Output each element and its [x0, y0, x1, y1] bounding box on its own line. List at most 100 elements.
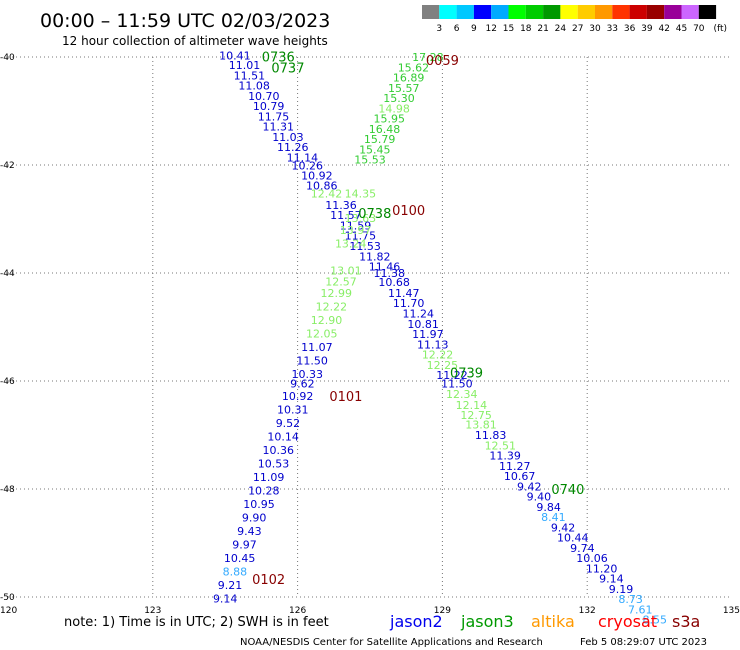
wave-height-value: 11.36: [325, 199, 357, 212]
wave-height-value: 10.92: [282, 390, 314, 403]
wave-height-value: 9.40: [527, 491, 552, 504]
wave-height-value: 11.47: [388, 287, 420, 300]
x-tick-label: 123: [144, 606, 161, 616]
scale-swatch: [525, 5, 544, 19]
scale-swatch: [577, 5, 595, 19]
wave-height-value: 10.33: [292, 368, 324, 381]
wave-height-value: 13.63: [345, 212, 377, 225]
wave-height-value: 9.52: [276, 417, 301, 430]
wave-height-value: 9.43: [237, 525, 262, 538]
wave-height-value: 10.45: [224, 552, 256, 565]
wave-height-value: 15.30: [383, 92, 415, 105]
wave-height-value: 8.88: [223, 566, 248, 579]
wave-height-value: 9.90: [242, 512, 267, 525]
wave-height-value: 13.01: [330, 264, 362, 277]
wave-height-value: 9.84: [536, 501, 561, 514]
wave-height-value: 12.14: [456, 399, 488, 412]
y-tick-label: -48: [0, 485, 15, 495]
wave-height-value: 11.75: [258, 110, 290, 123]
pass-time-label: 0737: [271, 61, 304, 76]
wave-height-value: 11.08: [238, 80, 270, 93]
wave-height-value: 11.46: [369, 261, 401, 274]
wave-height-value: 10.70: [248, 90, 280, 103]
wave-height-value: 12.22: [316, 300, 348, 313]
footer-note: note: 1) Time is in UTC; 2) SWH is in fe…: [64, 615, 329, 630]
wave-height-value: 12.05: [306, 327, 338, 340]
pass-time-label: 0102: [252, 573, 285, 588]
scale-value: 9: [471, 24, 477, 34]
wave-height-value: 11.59: [340, 219, 372, 232]
scale-value: 70: [693, 24, 705, 34]
wave-height-value: 13.81: [465, 419, 497, 432]
scale-swatch: [456, 5, 474, 19]
wave-height-value: 11.26: [277, 141, 309, 154]
wave-height-value: 7.61: [628, 603, 653, 616]
wave-height-value: 9.14: [213, 593, 238, 606]
wave-height-value: 8.41: [541, 511, 566, 524]
wave-height-value: 11.01: [229, 59, 261, 72]
wave-height-color-scale: 3 6 9 12 15 18 21 24 27 30 33 36 39 42 45 70: [422, 5, 717, 34]
scale-value: 27: [572, 24, 583, 34]
scale-value: 33: [607, 24, 618, 34]
y-tick-label: -46: [0, 377, 15, 387]
wave-height-value: 13.24: [335, 237, 367, 250]
x-tick-label: 129: [434, 606, 451, 616]
wave-height-value: 14.35: [345, 188, 377, 201]
wave-height-value: 10.79: [253, 100, 285, 113]
scale-swatch: [595, 5, 613, 19]
wave-height-points: 10.4111.0111.5111.0810.7010.7911.7511.31…: [213, 49, 667, 626]
y-tick-label: -44: [0, 269, 15, 279]
satellite-legend: jason2 jason3 altika cryosat s3a: [389, 612, 700, 631]
wave-height-value: 9.74: [570, 542, 595, 555]
scale-swatch: [491, 5, 509, 19]
scale-value: 36: [624, 24, 636, 34]
wave-height-value: 11.51: [234, 69, 266, 82]
wave-height-value: 10.68: [378, 276, 410, 289]
footer-timestamp: Feb 5 08:29:07 UTC 2023: [580, 637, 707, 648]
satellite-legend-item: cryosat: [598, 612, 657, 631]
grid-lines: [8, 56, 732, 598]
pass-time-label: 0739: [450, 366, 483, 381]
wave-height-value: 12.25: [427, 359, 459, 372]
x-tick-label: 120: [0, 606, 17, 616]
wave-height-value: 10.53: [258, 458, 290, 471]
scale-value: 45: [676, 24, 687, 34]
wave-height-value: 10.44: [557, 532, 589, 545]
wave-height-value: 11.07: [301, 341, 333, 354]
wave-height-value: 15.62: [398, 61, 430, 74]
satellite-legend-item: jason3: [460, 612, 514, 631]
wave-height-value: 11.38: [374, 267, 406, 280]
wave-height-value: 12.51: [485, 439, 517, 452]
wave-height-value: 9.14: [599, 573, 624, 586]
wave-height-value: 11.83: [475, 429, 507, 442]
scale-swatch: [681, 5, 699, 19]
scale-swatch: [646, 5, 665, 19]
wave-height-value: 12.22: [422, 349, 454, 362]
scale-value: 3: [436, 24, 442, 34]
wave-height-value: 11.97: [412, 328, 444, 341]
wave-height-value: 15.79: [364, 133, 396, 146]
wave-height-value: 11.22: [436, 369, 468, 382]
scale-value: 21: [537, 24, 548, 34]
wave-height-value: 11.70: [393, 297, 425, 310]
wave-height-value: 11.53: [349, 240, 381, 253]
wave-height-value: 11.82: [359, 250, 391, 263]
x-tick-label: 135: [723, 606, 740, 616]
scale-swatch: [422, 5, 440, 19]
wave-height-value: 11.57: [330, 209, 362, 222]
pass-time-label: 0059: [426, 54, 459, 69]
scale-swatch: [698, 5, 717, 19]
wave-height-value: 12.57: [325, 276, 357, 289]
wave-height-value: 11.20: [586, 562, 618, 575]
wave-height-value: 9.21: [218, 579, 243, 592]
wave-height-value: 11.50: [441, 378, 473, 391]
wave-height-value: 15.95: [374, 113, 406, 126]
y-tick-label: -40: [0, 53, 15, 63]
wave-height-value: 8.73: [618, 593, 643, 606]
wave-height-value: 11.09: [253, 471, 285, 484]
wave-height-value: 11.13: [417, 338, 449, 351]
scale-value: 12: [485, 24, 496, 34]
wave-height-value: 10.14: [267, 431, 299, 444]
scale-value: 6: [454, 24, 460, 34]
